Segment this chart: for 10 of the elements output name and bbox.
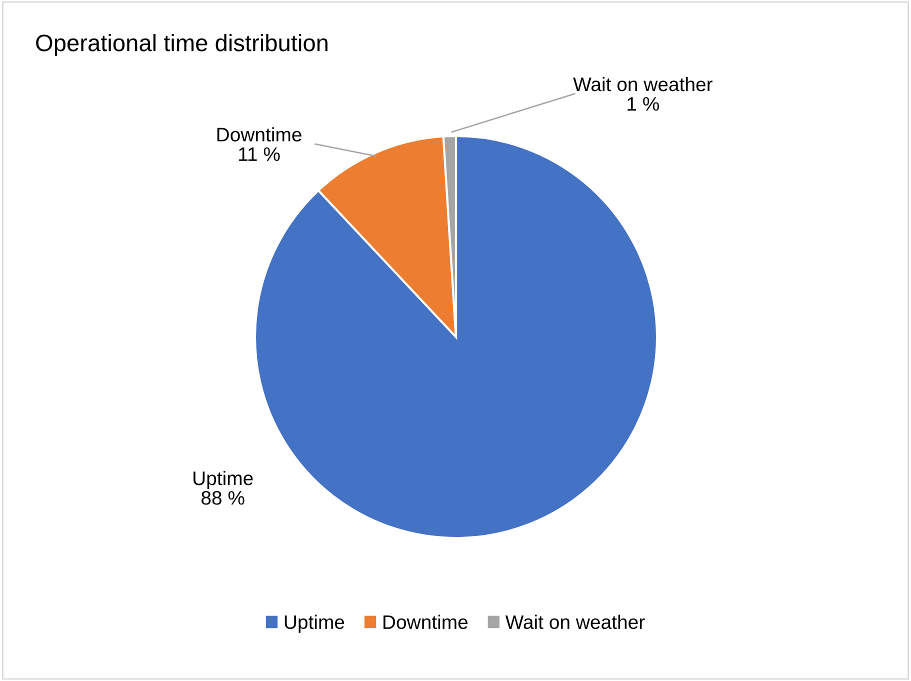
slice-label: Downtime	[217, 127, 302, 142]
slice-label: Wait on weather	[573, 76, 712, 92]
legend-label: Uptime	[284, 614, 344, 633]
chart-title: Operational time distribution	[36, 34, 328, 56]
data-label: 1 %	[628, 97, 659, 111]
data-label: 88 %	[202, 490, 244, 505]
legend-label: Wait on weather	[505, 614, 645, 630]
legend-label: Downtime	[384, 614, 468, 630]
slice-label: Uptime	[194, 470, 253, 490]
data-label: 11 %	[239, 147, 280, 161]
